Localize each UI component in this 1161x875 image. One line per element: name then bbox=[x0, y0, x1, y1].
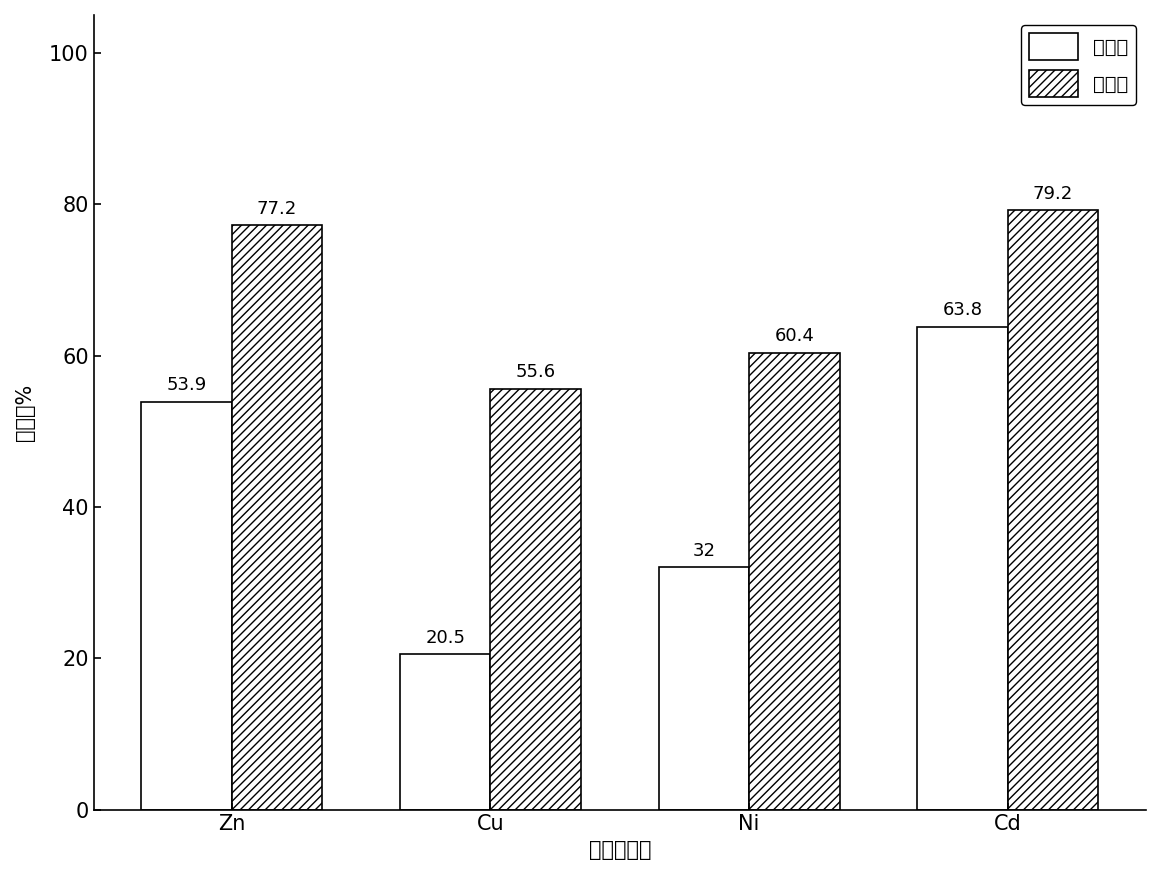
Bar bbox=[142, 402, 232, 809]
Bar bbox=[490, 388, 580, 809]
Text: 79.2: 79.2 bbox=[1033, 185, 1073, 203]
Text: 55.6: 55.6 bbox=[515, 363, 556, 382]
Text: 60.4: 60.4 bbox=[774, 327, 814, 345]
Bar bbox=[658, 567, 749, 809]
Text: 63.8: 63.8 bbox=[943, 301, 982, 319]
Text: 32: 32 bbox=[692, 542, 715, 560]
Text: 77.2: 77.2 bbox=[257, 200, 297, 218]
Bar bbox=[917, 326, 1008, 809]
Text: 20.5: 20.5 bbox=[425, 629, 466, 647]
Legend: 驯化前, 驯化后: 驯化前, 驯化后 bbox=[1022, 24, 1137, 105]
Y-axis label: 去除率%: 去除率% bbox=[15, 383, 35, 441]
Bar bbox=[399, 654, 490, 809]
X-axis label: 重金属种类: 重金属种类 bbox=[589, 840, 651, 860]
Bar bbox=[1008, 210, 1098, 809]
Bar bbox=[232, 226, 323, 809]
Text: 53.9: 53.9 bbox=[166, 376, 207, 394]
Bar bbox=[749, 353, 839, 809]
